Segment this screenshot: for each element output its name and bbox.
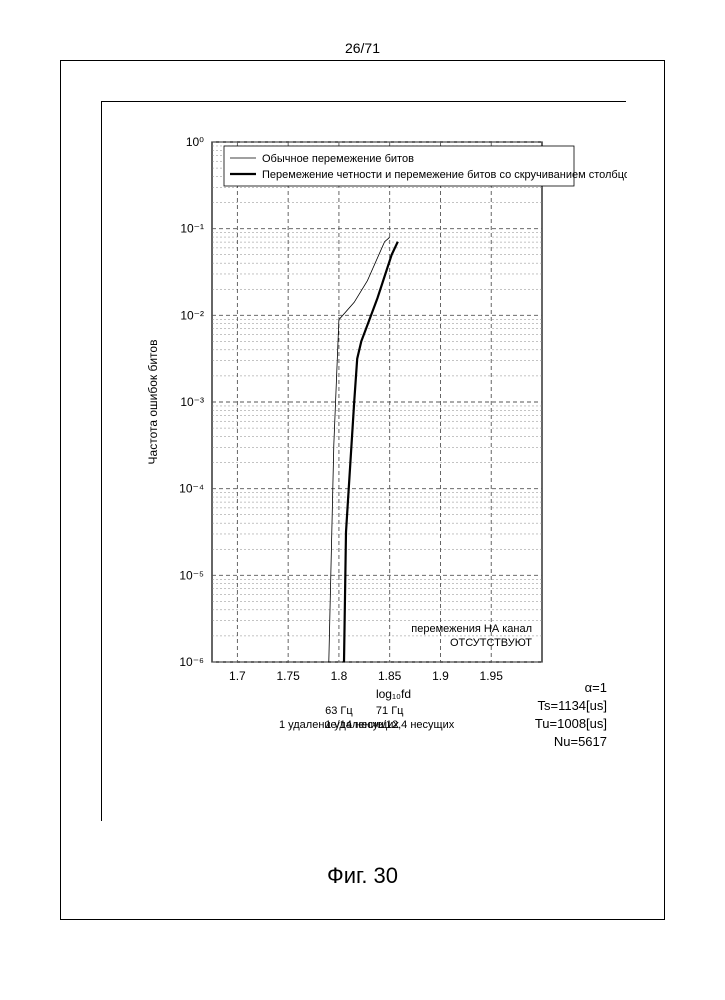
- svg-text:1.9: 1.9: [432, 669, 449, 683]
- svg-text:log₁₀fd: log₁₀fd: [376, 687, 411, 701]
- svg-text:71 Гц: 71 Гц: [376, 705, 404, 717]
- svg-text:1.95: 1.95: [480, 669, 504, 683]
- svg-text:10⁻³: 10⁻³: [180, 395, 204, 409]
- chart-svg: 10⁰ 10⁻¹ 10⁻² 10⁻³ 10⁻⁴ 10⁻⁵ 10⁻⁶ 1.7 1.75 1.8 1.8…: [102, 102, 627, 822]
- svg-text:10⁻¹: 10⁻¹: [180, 222, 204, 236]
- svg-text:1.8: 1.8: [331, 669, 348, 683]
- page-frame: 10⁰ 10⁻¹ 10⁻² 10⁻³ 10⁻⁴ 10⁻⁵ 10⁻⁶ 1.7 1.75 1.8 1.8…: [60, 60, 665, 920]
- svg-text:Перемежение четности и перемеж: Перемежение четности и перемежение битов…: [262, 169, 627, 181]
- page-number: 26/71: [0, 40, 725, 56]
- svg-text:Tu=1008[us]: Tu=1008[us]: [535, 716, 607, 731]
- svg-text:63 Гц: 63 Гц: [325, 705, 353, 717]
- svg-text:10⁻⁴: 10⁻⁴: [179, 482, 204, 496]
- svg-text:1.85: 1.85: [378, 669, 402, 683]
- svg-text:Частота ошибок битов: Частота ошибок битов: [146, 340, 160, 465]
- svg-text:10⁻⁶: 10⁻⁶: [179, 655, 204, 669]
- figure-caption: Фиг. 30: [61, 863, 664, 889]
- svg-text:Ts=1134[us]: Ts=1134[us]: [537, 698, 607, 713]
- svg-text:10⁰: 10⁰: [186, 135, 204, 149]
- svg-text:1 удаление/12,4 несущих: 1 удаление/12,4 несущих: [325, 719, 455, 731]
- svg-text:Обычное перемежение битов: Обычное перемежение битов: [262, 153, 414, 165]
- svg-text:Nu=5617: Nu=5617: [554, 734, 607, 749]
- svg-text:1.75: 1.75: [276, 669, 300, 683]
- svg-text:α=1: α=1: [585, 680, 607, 695]
- svg-text:перемежения НА канал: перемежения НА канал: [411, 623, 532, 635]
- svg-text:10⁻⁵: 10⁻⁵: [179, 568, 204, 582]
- inner-frame: 10⁰ 10⁻¹ 10⁻² 10⁻³ 10⁻⁴ 10⁻⁵ 10⁻⁶ 1.7 1.75 1.8 1.8…: [101, 101, 626, 821]
- svg-text:ОТСУТСТВУЮТ: ОТСУТСТВУЮТ: [450, 637, 532, 649]
- svg-text:10⁻²: 10⁻²: [180, 308, 204, 322]
- chart-area: 10⁰ 10⁻¹ 10⁻² 10⁻³ 10⁻⁴ 10⁻⁵ 10⁻⁶ 1.7 1.75 1.8 1.8…: [102, 102, 625, 820]
- svg-text:1.7: 1.7: [229, 669, 246, 683]
